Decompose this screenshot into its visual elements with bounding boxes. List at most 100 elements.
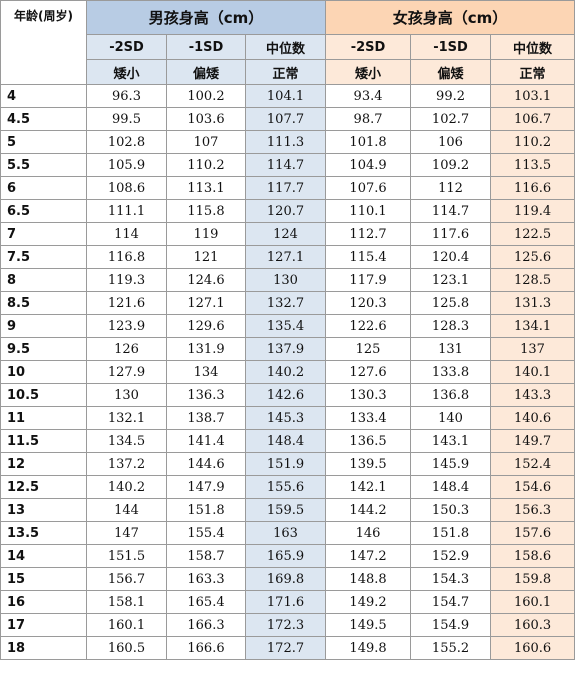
girls-neg2sd-cell: 144.2 <box>325 498 412 522</box>
girls-median-cell: 103.1 <box>490 84 576 108</box>
girls-median-cell: 158.6 <box>490 544 576 568</box>
table-row: 18 160.5 166.6 172.7 149.8 155.2 160.6 <box>0 636 576 660</box>
girls-neg2sd-cell: 101.8 <box>325 130 412 154</box>
girls-neg1sd-cell: 154.3 <box>410 567 492 591</box>
girls-cat-normal: 正常 <box>490 59 576 85</box>
boys-neg1sd-cell: 107 <box>166 130 246 154</box>
age-cell: 9 <box>0 314 87 338</box>
boys-neg2sd-cell: 111.1 <box>86 199 167 223</box>
age-cell: 13.5 <box>0 521 87 545</box>
boys-cat-short: 矮小 <box>86 59 167 85</box>
age-cell: 9.5 <box>0 337 87 361</box>
boys-neg2sd-cell: 147 <box>86 521 167 545</box>
age-cell: 11 <box>0 406 87 430</box>
boys-neg1sd-cell: 166.6 <box>166 636 246 660</box>
table-row: 9.5 126 131.9 137.9 125 131 137 <box>0 337 576 361</box>
boys-neg2sd-cell: 160.1 <box>86 613 167 637</box>
girls-neg2sd-cell: 149.5 <box>325 613 412 637</box>
girls-neg2sd-cell: 148.8 <box>325 567 412 591</box>
table-row: 4 96.3 100.2 104.1 93.4 99.2 103.1 <box>0 84 576 108</box>
girls-median-cell: 122.5 <box>490 222 576 246</box>
girls-neg1sd-cell: 151.8 <box>410 521 492 545</box>
table-row: 6 108.6 113.1 117.7 107.6 112 116.6 <box>0 176 576 200</box>
girls-median-cell: 143.3 <box>490 383 576 407</box>
girls-neg2sd-cell: 136.5 <box>325 429 412 453</box>
girls-neg1sd-cell: 114.7 <box>410 199 492 223</box>
boys-neg1sd-cell: 141.4 <box>166 429 246 453</box>
table-row: 7.5 116.8 121 127.1 115.4 120.4 125.6 <box>0 245 576 269</box>
age-cell: 10 <box>0 360 87 384</box>
boys-cat-below: 偏矮 <box>166 59 246 85</box>
boys-median-cell: 124 <box>244 222 327 246</box>
table-row: 15 156.7 163.3 169.8 148.8 154.3 159.8 <box>0 567 576 591</box>
boys-neg1sd-cell: 151.8 <box>166 498 246 522</box>
girls-median-cell: 110.2 <box>490 130 576 154</box>
girls-height-header: 女孩身高（cm） <box>325 0 576 35</box>
age-cell: 14 <box>0 544 87 568</box>
boys-median-cell: 172.3 <box>244 613 327 637</box>
boys-neg2sd-cell: 127.9 <box>86 360 167 384</box>
girls-neg2sd-cell: 142.1 <box>325 475 412 499</box>
age-cell: 6 <box>0 176 87 200</box>
boys-median-cell: 169.8 <box>244 567 327 591</box>
girls-neg2sd-cell: 117.9 <box>325 268 412 292</box>
girls-median-cell: 116.6 <box>490 176 576 200</box>
girls-sd-neg1: -1SD <box>410 34 492 60</box>
boys-median-cell: 172.7 <box>244 636 327 660</box>
age-cell: 4 <box>0 84 87 108</box>
girls-neg2sd-cell: 147.2 <box>325 544 412 568</box>
table-row: 11 132.1 138.7 145.3 133.4 140 140.6 <box>0 406 576 430</box>
boys-neg2sd-cell: 130 <box>86 383 167 407</box>
boys-neg1sd-cell: 165.4 <box>166 590 246 614</box>
girls-neg1sd-cell: 128.3 <box>410 314 492 338</box>
girls-median-cell: 137 <box>490 337 576 361</box>
table-row: 4.5 99.5 103.6 107.7 98.7 102.7 106.7 <box>0 107 576 131</box>
age-cell: 18 <box>0 636 87 660</box>
boys-neg1sd-cell: 138.7 <box>166 406 246 430</box>
girls-median-cell: 160.3 <box>490 613 576 637</box>
boys-neg2sd-cell: 108.6 <box>86 176 167 200</box>
girls-median-cell: 160.1 <box>490 590 576 614</box>
age-cell: 15 <box>0 567 87 591</box>
boys-median-cell: 135.4 <box>244 314 327 338</box>
girls-median-cell: 154.6 <box>490 475 576 499</box>
girls-neg1sd-cell: 109.2 <box>410 153 492 177</box>
age-cell: 11.5 <box>0 429 87 453</box>
boys-neg2sd-cell: 144 <box>86 498 167 522</box>
girls-neg1sd-cell: 131 <box>410 337 492 361</box>
boys-neg1sd-cell: 100.2 <box>166 84 246 108</box>
girls-median-cell: 156.3 <box>490 498 576 522</box>
age-cell: 12.5 <box>0 475 87 499</box>
girls-neg1sd-cell: 154.9 <box>410 613 492 637</box>
boys-median-cell: 117.7 <box>244 176 327 200</box>
boys-median-cell: 148.4 <box>244 429 327 453</box>
girls-neg2sd-cell: 127.6 <box>325 360 412 384</box>
table-row: 14 151.5 158.7 165.9 147.2 152.9 158.6 <box>0 544 576 568</box>
boys-neg2sd-cell: 156.7 <box>86 567 167 591</box>
boys-neg2sd-cell: 102.8 <box>86 130 167 154</box>
boys-neg1sd-cell: 131.9 <box>166 337 246 361</box>
age-header: 年龄(周岁) <box>0 0 87 85</box>
girls-neg2sd-cell: 112.7 <box>325 222 412 246</box>
girls-cat-below: 偏矮 <box>410 59 492 85</box>
girls-neg1sd-cell: 106 <box>410 130 492 154</box>
boys-neg2sd-cell: 119.3 <box>86 268 167 292</box>
boys-cat-normal: 正常 <box>244 59 327 85</box>
girls-median-cell: 149.7 <box>490 429 576 453</box>
boys-neg1sd-cell: 124.6 <box>166 268 246 292</box>
girls-median-cell: 119.4 <box>490 199 576 223</box>
boys-median-cell: 155.6 <box>244 475 327 499</box>
boys-neg1sd-cell: 163.3 <box>166 567 246 591</box>
boys-median-cell: 114.7 <box>244 153 327 177</box>
boys-neg2sd-cell: 151.5 <box>86 544 167 568</box>
boys-neg1sd-cell: 155.4 <box>166 521 246 545</box>
age-cell: 7.5 <box>0 245 87 269</box>
boys-neg1sd-cell: 127.1 <box>166 291 246 315</box>
table-row: 10 127.9 134 140.2 127.6 133.8 140.1 <box>0 360 576 384</box>
boys-neg2sd-cell: 114 <box>86 222 167 246</box>
boys-neg1sd-cell: 103.6 <box>166 107 246 131</box>
boys-neg2sd-cell: 96.3 <box>86 84 167 108</box>
boys-median-cell: 132.7 <box>244 291 327 315</box>
girls-neg1sd-cell: 136.8 <box>410 383 492 407</box>
boys-median-cell: 137.9 <box>244 337 327 361</box>
